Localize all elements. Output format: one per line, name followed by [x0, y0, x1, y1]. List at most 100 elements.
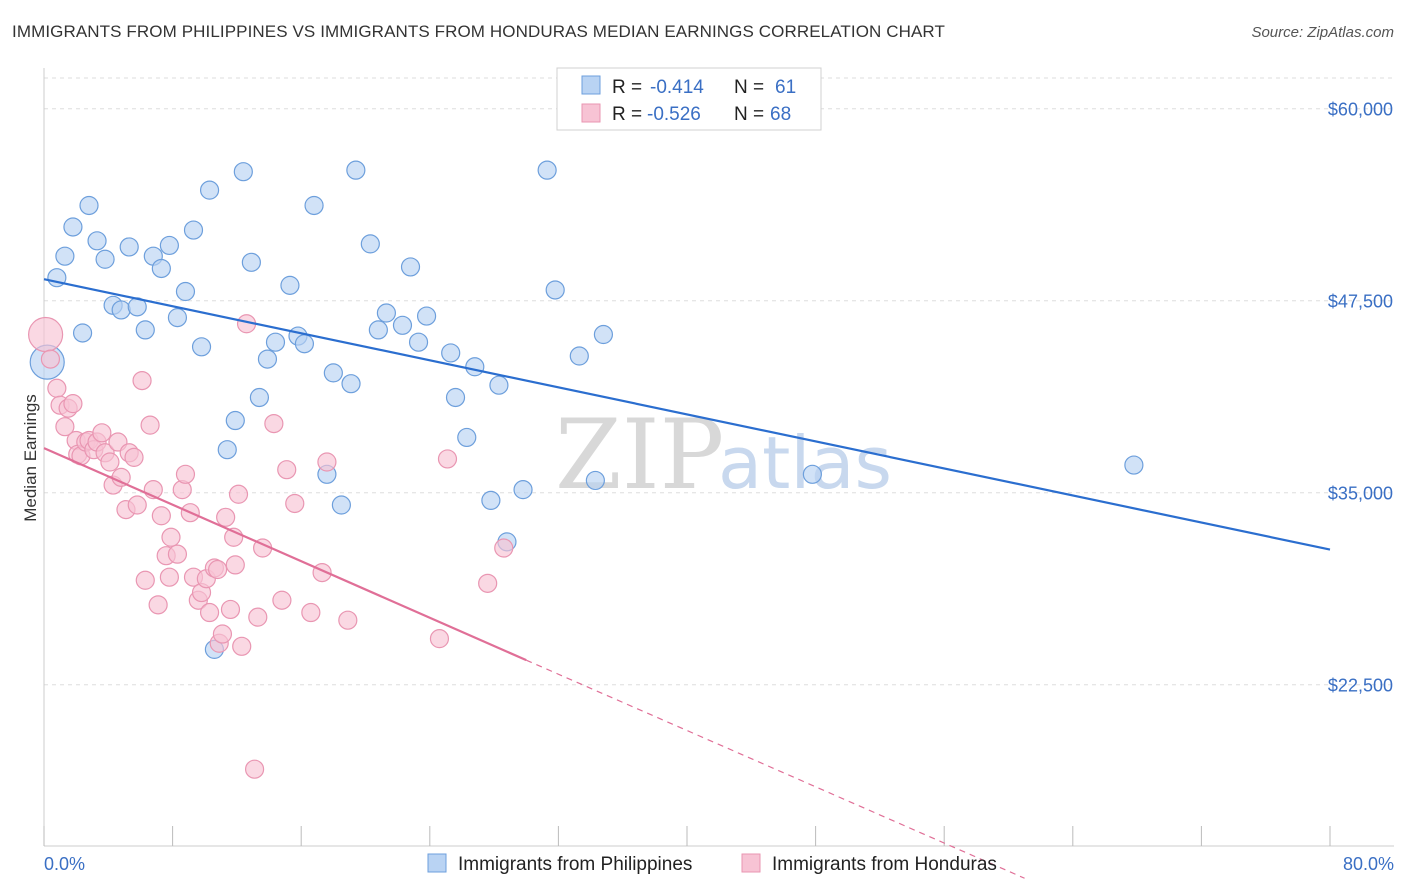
data-point	[513, 480, 533, 500]
data-point	[280, 275, 300, 295]
data-point	[331, 495, 351, 515]
data-point	[400, 257, 421, 277]
data-point	[478, 573, 498, 593]
legend-swatch-honduras	[741, 853, 761, 873]
data-point	[346, 160, 366, 180]
data-point	[63, 217, 83, 237]
data-point	[208, 559, 228, 580]
data-point	[55, 417, 75, 437]
legend-swatch-philippines	[427, 853, 447, 873]
trend-line-honduras-extension	[526, 659, 1025, 879]
data-point	[79, 195, 99, 216]
data-point	[569, 346, 589, 366]
data-point	[161, 527, 181, 547]
trend-lines	[43, 278, 1331, 879]
data-point	[457, 427, 477, 448]
legend-label-philippines: Immigrants from Philippines	[458, 854, 692, 875]
stats-swatch-philippines	[581, 75, 601, 95]
stats-r-label-philippines: R =	[612, 77, 642, 98]
data-point	[249, 387, 270, 408]
data-point	[72, 323, 93, 343]
y-tick-label: $47,500	[1328, 292, 1393, 312]
data-point	[199, 180, 220, 200]
data-point	[545, 280, 565, 300]
data-point	[301, 602, 321, 623]
data-point	[47, 378, 67, 398]
data-point	[151, 258, 171, 279]
stats-n-label-philippines: N =	[734, 77, 764, 98]
y-tick-label: $35,000	[1328, 484, 1393, 504]
data-point	[317, 452, 337, 472]
data-point	[127, 495, 147, 515]
data-point	[92, 423, 112, 443]
data-point	[212, 624, 233, 644]
data-point	[132, 370, 152, 391]
data-point	[140, 415, 160, 435]
y-tick-label: $22,500	[1328, 676, 1393, 696]
stats-box-frame	[556, 67, 822, 131]
data-point	[338, 610, 358, 630]
data-point	[55, 246, 75, 266]
data-point	[494, 538, 514, 558]
data-point	[159, 567, 179, 587]
data-point	[124, 447, 144, 467]
data-point	[304, 195, 324, 216]
data-point	[228, 484, 249, 504]
data-point	[257, 349, 278, 369]
data-point	[199, 602, 220, 623]
data-point	[225, 555, 245, 575]
data-point	[216, 507, 236, 527]
data-point	[360, 234, 380, 254]
trend-line-philippines	[43, 278, 1331, 551]
series-honduras-points	[28, 314, 514, 779]
data-point	[272, 590, 292, 610]
data-point	[481, 490, 501, 510]
data-point	[802, 464, 822, 484]
source-credit: Source: ZipAtlas.com	[1251, 24, 1394, 41]
data-point	[368, 320, 388, 340]
data-point	[167, 544, 188, 564]
stats-swatch-honduras	[581, 103, 601, 123]
data-point	[95, 249, 115, 269]
y-tick-labels: $22,500 $35,000 $47,500 $60,000	[1328, 100, 1393, 696]
data-point	[465, 357, 485, 377]
data-point	[191, 337, 212, 357]
stats-r-value-philippines: -0.414	[650, 77, 704, 98]
data-point	[111, 300, 131, 320]
data-point	[277, 460, 297, 480]
data-point	[437, 449, 458, 469]
data-point	[429, 629, 450, 649]
stats-n-value-honduras: 68	[770, 104, 791, 125]
data-point	[585, 470, 605, 491]
y-tick-label: $60,000	[1328, 100, 1393, 120]
data-point	[100, 452, 120, 472]
data-point	[248, 607, 268, 627]
data-point	[175, 464, 196, 484]
x-tick-max: 80.0%	[1343, 854, 1394, 874]
data-point	[225, 410, 245, 431]
data-point	[233, 162, 253, 182]
data-point	[151, 506, 171, 526]
axes	[43, 68, 1394, 847]
data-point	[323, 363, 343, 383]
data-point	[63, 394, 83, 414]
data-point	[241, 252, 261, 272]
watermark-zip: ZIP	[555, 399, 724, 511]
data-point	[264, 414, 284, 434]
legend-label-honduras: Immigrants from Honduras	[772, 854, 997, 875]
data-point	[217, 440, 237, 460]
data-point	[341, 374, 361, 394]
legend: Immigrants from Philippines Immigrants f…	[427, 853, 997, 875]
data-point	[135, 320, 155, 340]
data-point	[285, 493, 305, 514]
data-point	[244, 759, 265, 779]
data-point	[445, 387, 466, 408]
data-point	[416, 306, 437, 326]
data-point	[376, 303, 396, 323]
data-point	[1124, 455, 1144, 475]
data-point	[593, 324, 614, 345]
data-point	[28, 316, 64, 353]
chart-title: IMMIGRANTS FROM PHILIPPINES VS IMMIGRANT…	[12, 22, 945, 41]
stats-n-value-philippines: 61	[775, 77, 796, 98]
